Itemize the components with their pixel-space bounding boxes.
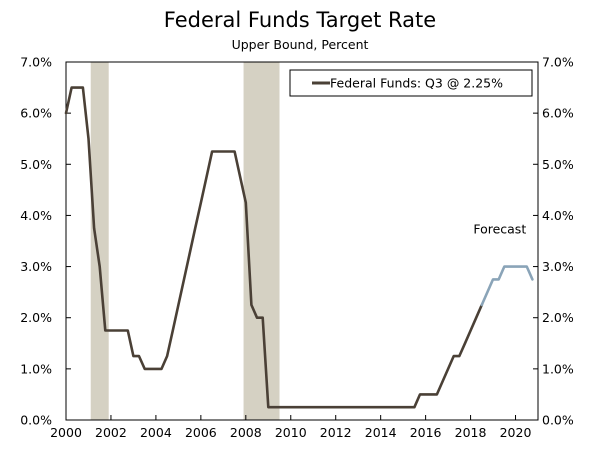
y-tick-label-left: 5.0% <box>20 157 52 172</box>
y-tick-label-right: 5.0% <box>542 157 574 172</box>
x-tick-label: 2002 <box>95 425 127 440</box>
x-tick-label: 2008 <box>230 425 262 440</box>
y-tick-label-right: 3.0% <box>542 259 574 274</box>
x-tick-label: 2020 <box>500 425 532 440</box>
y-tick-label-left: 6.0% <box>20 106 52 121</box>
chart-title: Federal Funds Target Rate <box>163 8 437 32</box>
fed-funds-line <box>64 86 484 409</box>
y-tick-label-right: 1.0% <box>542 361 574 376</box>
y-tick-label-right: 4.0% <box>542 208 574 223</box>
y-tick-label-right: 0.0% <box>542 413 574 428</box>
legend-label: Federal Funds: Q3 @ 2.25% <box>330 76 503 91</box>
recession-band <box>90 62 109 420</box>
x-tick-label: 2010 <box>275 425 307 440</box>
y-tick-label-right: 7.0% <box>542 55 574 70</box>
x-tick-label: 2014 <box>365 425 397 440</box>
plot-frame <box>65 61 539 421</box>
y-tick-label-left: 4.0% <box>20 208 52 223</box>
x-tick-label: 2004 <box>140 425 172 440</box>
y-tick-label-left: 1.0% <box>20 361 52 376</box>
x-tick-label: 2018 <box>455 425 487 440</box>
y-tick-label-left: 7.0% <box>20 55 52 70</box>
x-tick-label: 2016 <box>410 425 442 440</box>
y-tick-label-left: 2.0% <box>20 310 52 325</box>
forecast-line <box>480 265 534 307</box>
y-tick-label-left: 3.0% <box>20 259 52 274</box>
forecast-annotation: Forecast <box>473 221 526 236</box>
x-tick-label: 2012 <box>320 425 352 440</box>
chart-subtitle: Upper Bound, Percent <box>231 37 369 52</box>
recession-band <box>243 62 280 420</box>
x-tick-label: 2006 <box>185 425 217 440</box>
y-tick-label-right: 2.0% <box>542 310 574 325</box>
legend-box <box>289 69 533 97</box>
x-tick-label: 2000 <box>50 425 82 440</box>
y-tick-label-left: 0.0% <box>20 413 52 428</box>
y-tick-label-right: 6.0% <box>542 106 574 121</box>
